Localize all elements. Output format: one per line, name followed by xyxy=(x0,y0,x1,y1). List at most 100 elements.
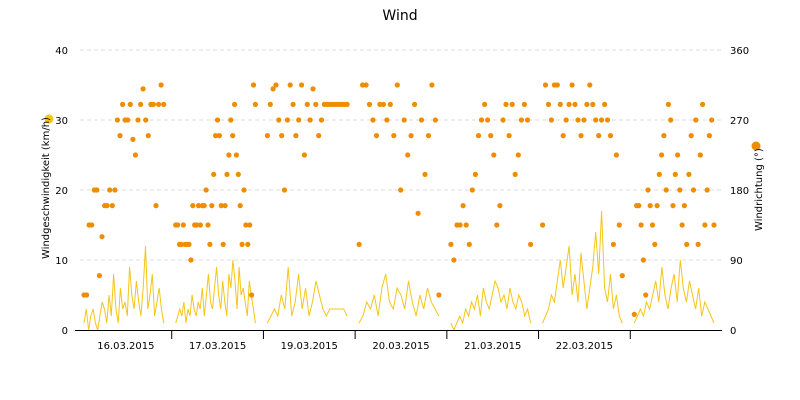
direction-point xyxy=(652,241,658,247)
direction-point xyxy=(521,101,528,107)
direction-point xyxy=(130,136,136,142)
direction-point xyxy=(370,117,376,123)
left-tick-label: 40 xyxy=(55,46,68,57)
direction-point xyxy=(112,187,118,193)
direction-point xyxy=(619,273,625,279)
direction-point xyxy=(94,187,100,193)
direction-point xyxy=(387,101,393,107)
direction-point xyxy=(270,86,276,92)
direction-point xyxy=(104,203,110,209)
direction-point xyxy=(243,222,249,228)
direction-point xyxy=(643,292,649,298)
direction-point xyxy=(344,101,350,107)
direction-point xyxy=(706,133,713,139)
direction-point xyxy=(649,222,656,228)
direction-point xyxy=(194,222,200,228)
direction-point xyxy=(273,82,279,88)
direction-point xyxy=(569,82,575,88)
direction-point xyxy=(384,117,390,123)
direction-point xyxy=(412,101,418,107)
direction-point xyxy=(391,133,397,139)
direction-point xyxy=(602,101,608,107)
direction-point xyxy=(186,241,192,247)
direction-point xyxy=(704,187,710,193)
direction-point xyxy=(380,101,386,107)
direction-point xyxy=(224,171,230,177)
direction-point xyxy=(125,117,131,123)
direction-point xyxy=(287,82,293,88)
direction-point xyxy=(587,82,593,88)
direction-point xyxy=(512,171,518,177)
direction-point xyxy=(686,171,692,177)
direction-point xyxy=(132,152,138,158)
direction-point xyxy=(175,222,181,228)
direction-series xyxy=(81,82,717,317)
speed-line xyxy=(358,273,440,324)
direction-point xyxy=(545,101,552,107)
direction-point xyxy=(575,117,581,123)
direction-point xyxy=(503,101,509,107)
direction-point xyxy=(638,222,644,228)
direction-point xyxy=(190,203,196,209)
direction-point xyxy=(572,101,578,107)
direction-point xyxy=(418,117,425,123)
direction-point xyxy=(566,101,572,107)
direction-point xyxy=(448,241,454,247)
direction-point xyxy=(518,117,525,123)
direction-point xyxy=(681,203,688,209)
direction-point xyxy=(138,101,144,107)
direction-point xyxy=(557,101,563,107)
direction-point xyxy=(284,117,290,123)
direction-point xyxy=(596,133,602,139)
speed-legend-marker xyxy=(44,114,54,124)
direction-point xyxy=(218,203,224,209)
direction-point xyxy=(296,117,302,123)
direction-point xyxy=(239,241,245,247)
direction-point xyxy=(356,241,362,247)
direction-point xyxy=(153,203,159,209)
direction-point xyxy=(636,203,642,209)
direction-point xyxy=(156,101,162,107)
direction-point xyxy=(684,241,690,247)
direction-point xyxy=(363,82,369,88)
x-tick-label: 16.03.2015 xyxy=(97,341,154,352)
direction-point xyxy=(107,187,113,193)
direction-point xyxy=(702,222,708,228)
grid-lines xyxy=(80,49,722,261)
direction-point xyxy=(524,117,531,123)
right-tick-label: 90 xyxy=(730,256,743,267)
direction-point xyxy=(578,133,584,139)
direction-point xyxy=(672,171,678,177)
direction-point xyxy=(304,101,310,107)
direction-point xyxy=(584,101,590,107)
direction-point xyxy=(247,222,253,228)
direction-point xyxy=(679,222,685,228)
direction-point xyxy=(460,203,466,209)
direction-point xyxy=(604,117,611,123)
x-tick-label: 19.03.2015 xyxy=(281,341,338,352)
x-tick-label: 22.03.2015 xyxy=(556,341,613,352)
speed-line xyxy=(450,279,532,332)
direction-point xyxy=(214,117,221,123)
direction-point xyxy=(398,187,404,193)
direction-point xyxy=(661,133,667,139)
direction-point xyxy=(276,117,282,123)
direction-point xyxy=(593,117,599,123)
x-tick-label: 20.03.2015 xyxy=(372,341,429,352)
direction-point xyxy=(506,133,512,139)
direction-point xyxy=(293,133,299,139)
direction-point xyxy=(590,101,596,107)
direction-point xyxy=(640,257,647,263)
direction-point xyxy=(711,222,717,228)
direction-point xyxy=(235,171,241,177)
speed-line xyxy=(175,259,256,324)
direction-point xyxy=(161,101,167,107)
direction-point xyxy=(677,187,683,193)
direction-point xyxy=(528,241,534,247)
direction-point xyxy=(373,133,380,139)
direction-point xyxy=(188,257,194,263)
direction-point xyxy=(509,101,515,107)
direction-point xyxy=(120,101,126,107)
direction-point xyxy=(488,133,494,139)
